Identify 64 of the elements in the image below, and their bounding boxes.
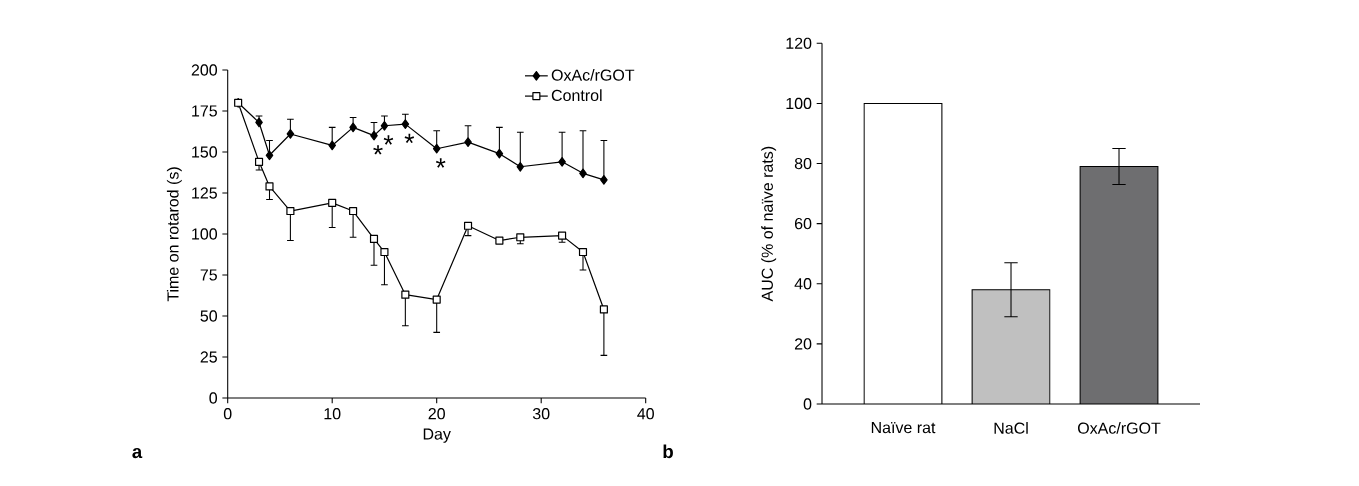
x-axis-title: Day	[423, 428, 451, 443]
point	[600, 175, 608, 185]
y-tick-label: 0	[803, 398, 812, 410]
y-tick-label: 80	[794, 157, 812, 170]
point	[328, 198, 337, 207]
x-tick-label: 30	[532, 408, 550, 420]
legend-label: Control	[551, 89, 602, 102]
y-tick-label: 50	[200, 310, 218, 322]
point	[495, 236, 504, 245]
point	[286, 129, 295, 139]
y-tick-label: 40	[794, 278, 812, 290]
point	[370, 130, 378, 141]
x-tick-label: NaCl	[994, 422, 1028, 434]
y-axis-title: AUC (% of naïve rats)	[761, 146, 777, 302]
point	[578, 247, 588, 257]
x-tick-label: 40	[637, 408, 654, 420]
text: b	[663, 444, 673, 459]
x-tick-label: 20	[428, 408, 445, 420]
annotation: *	[435, 158, 446, 168]
point	[286, 206, 295, 216]
point	[516, 161, 525, 172]
point	[558, 156, 566, 167]
point	[255, 117, 263, 128]
y-tick-label: 25	[200, 351, 217, 363]
point	[369, 234, 379, 243]
point	[558, 231, 567, 240]
y-tick-label: 200	[191, 64, 218, 76]
y-tick-label: 150	[192, 146, 218, 158]
point	[432, 295, 441, 304]
y-tick-label: 125	[192, 187, 217, 199]
point	[349, 122, 357, 133]
point	[349, 206, 358, 216]
y-tick-label: 60	[794, 217, 812, 230]
point	[254, 157, 264, 166]
point	[432, 143, 441, 154]
point	[579, 168, 587, 179]
point	[463, 221, 473, 230]
x-tick-label: OxAc/rGOT	[1077, 422, 1161, 434]
point	[380, 247, 389, 257]
y-tick-label: 20	[794, 338, 812, 350]
y-tick-label: 120	[786, 37, 812, 49]
legend-label: OxAc/rGOT	[551, 69, 635, 81]
point	[599, 305, 608, 314]
annotation: *	[383, 135, 394, 145]
point	[328, 140, 336, 151]
y-tick-label: 75	[200, 269, 217, 281]
text: a	[132, 447, 143, 459]
point	[380, 120, 389, 131]
point	[401, 119, 410, 129]
y-tick-label: 100	[786, 97, 812, 110]
x-tick-label: 0	[223, 408, 232, 420]
point	[265, 182, 274, 191]
x-tick-label: 10	[324, 408, 341, 420]
y-tick-label: 100	[192, 228, 218, 240]
point	[265, 150, 274, 161]
x-tick-label: Naïve rat	[871, 422, 936, 434]
y-axis-title: Time on rotarod (s)	[166, 167, 182, 302]
annotation: *	[404, 133, 415, 144]
point	[464, 137, 472, 148]
point	[401, 290, 410, 299]
y-tick-label: 175	[192, 105, 217, 117]
point	[495, 148, 504, 159]
annotation: *	[373, 145, 383, 155]
y-tick-label: 0	[209, 392, 218, 404]
